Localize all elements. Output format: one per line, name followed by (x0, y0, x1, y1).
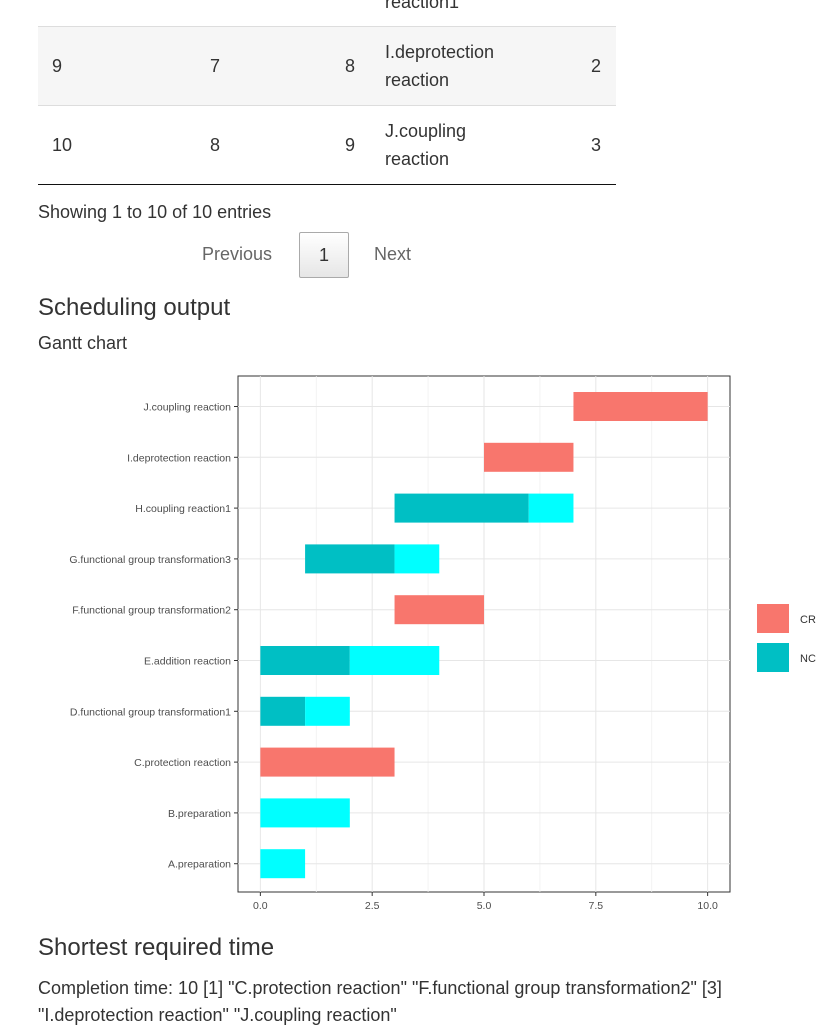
x-tick-label: 7.5 (589, 900, 604, 912)
x-tick-label: 2.5 (365, 900, 380, 912)
gantt-bar (394, 595, 484, 625)
table-cell: 10 (52, 135, 73, 155)
gantt-bar (573, 392, 708, 421)
gantt-bar (394, 493, 529, 523)
table-cell-cut: reaction1 (385, 0, 460, 12)
x-tick-label: 0.0 (253, 900, 268, 912)
table-cell: 9 (345, 135, 356, 155)
y-tick-label: H.coupling reaction1 (135, 503, 231, 515)
gantt-bar (260, 696, 306, 726)
legend-label: NC (800, 653, 816, 665)
gantt-bar (394, 544, 440, 574)
table-cell: reaction (385, 70, 450, 90)
y-tick-label: I.deprotection reaction (127, 452, 231, 464)
gantt-bar (260, 798, 350, 828)
previous-button[interactable]: Previous (202, 244, 273, 264)
legend-key (757, 643, 789, 672)
table-cell: I.deprotection (385, 42, 495, 62)
scheduling-title: Scheduling output (38, 294, 231, 321)
y-tick-label: F.functional group transformation2 (72, 605, 231, 617)
table-cell: 2 (591, 56, 602, 76)
gantt-chart: J.coupling reaction I.deprotection reacti… (69, 375, 816, 912)
gantt-bar (305, 544, 395, 574)
y-tick-label: B.preparation (168, 808, 231, 820)
gantt-bar (260, 849, 306, 879)
gantt-bar (349, 646, 440, 675)
table-info: Showing 1 to 10 of 10 entries (38, 202, 272, 222)
table-cell: 8 (210, 135, 221, 155)
table-cell: J.coupling (385, 121, 467, 141)
table-row: 10 8 9 J.coupling reaction 3 (38, 106, 616, 185)
table-cell: 7 (210, 56, 221, 76)
page-1-button[interactable]: 1 (299, 232, 349, 278)
gantt-subtitle: Gantt chart (38, 333, 128, 353)
table-cell: 8 (345, 56, 356, 76)
y-tick-label: J.coupling reaction (143, 402, 231, 414)
y-tick-label: G.functional group transformation3 (69, 554, 231, 566)
entries-table: reaction1 9 7 8 I.deprotection reaction … (38, 0, 616, 185)
legend-label: CR (800, 614, 816, 626)
completion-text: Completion time: 10 [1] "C.protection re… (38, 978, 722, 1025)
shortest-title: Shortest required time (38, 934, 275, 961)
table-cell: 9 (52, 56, 63, 76)
legend: CR NC (757, 604, 816, 672)
gantt-bar (528, 493, 574, 523)
y-tick-label: E.addition reaction (144, 656, 231, 668)
y-axis-labels: J.coupling reaction I.deprotection reacti… (69, 402, 238, 871)
table-cell: reaction (385, 149, 450, 169)
x-tick-label: 5.0 (477, 900, 492, 912)
table-row-cut: reaction1 (38, 0, 616, 27)
y-tick-label: D.functional group transformation1 (70, 706, 231, 718)
table-row: 9 7 8 I.deprotection reaction 2 (38, 27, 616, 106)
bar-layer (260, 392, 708, 879)
table-cell: 3 (591, 135, 602, 155)
gantt-bar (484, 442, 574, 472)
legend-key (757, 604, 789, 633)
x-tick-label: 10.0 (697, 900, 718, 912)
y-tick-label: A.preparation (168, 859, 231, 871)
next-button[interactable]: Next (374, 244, 412, 264)
x-axis-labels: 0.0 2.5 5.0 7.5 10.0 (253, 892, 718, 912)
gantt-bar (260, 646, 350, 675)
gantt-bar (305, 696, 350, 726)
gantt-bar (260, 747, 395, 777)
y-tick-label: C.protection reaction (134, 757, 231, 769)
